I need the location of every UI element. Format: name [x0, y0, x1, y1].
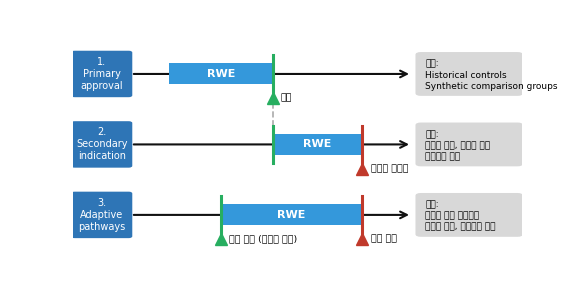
Text: Historical controls: Historical controls [425, 71, 507, 80]
Text: RWE: RWE [206, 69, 235, 79]
Text: 3.
Adaptive
pathways: 3. Adaptive pathways [78, 198, 125, 232]
Text: RWE: RWE [303, 140, 332, 149]
Text: 승인: 승인 [281, 94, 292, 103]
Text: 적응증 추가, 유효성 확증: 적응증 추가, 유효성 확증 [425, 141, 491, 150]
Text: 1.
Primary
approval: 1. Primary approval [81, 57, 123, 91]
FancyBboxPatch shape [71, 192, 132, 238]
FancyBboxPatch shape [415, 122, 523, 166]
Text: 유효성 확증, 인구집단 확장: 유효성 확증, 인구집단 확장 [425, 223, 496, 231]
FancyBboxPatch shape [169, 63, 273, 84]
Text: RWE: RWE [277, 210, 306, 220]
FancyBboxPatch shape [221, 204, 362, 225]
Text: Synthetic comparison groups: Synthetic comparison groups [425, 82, 558, 91]
FancyBboxPatch shape [415, 52, 523, 96]
Text: 완전 승인: 완전 승인 [371, 235, 397, 244]
Text: 두번째 적응증: 두번째 적응증 [371, 164, 408, 173]
Text: 예시:: 예시: [425, 130, 439, 139]
FancyBboxPatch shape [71, 51, 132, 97]
Text: 인구집단 확장: 인구집단 확장 [425, 152, 461, 161]
Text: 바이오 마커 임상지표: 바이오 마커 임상지표 [425, 211, 480, 221]
FancyBboxPatch shape [273, 134, 362, 155]
FancyBboxPatch shape [415, 193, 523, 237]
Text: 최초 승인 (조건부 승인): 최초 승인 (조건부 승인) [229, 235, 297, 244]
FancyBboxPatch shape [71, 121, 132, 168]
Text: 예시:: 예시: [425, 59, 439, 69]
Text: 예시:: 예시: [425, 200, 439, 209]
Text: 2.
Secondary
indication: 2. Secondary indication [76, 128, 128, 161]
